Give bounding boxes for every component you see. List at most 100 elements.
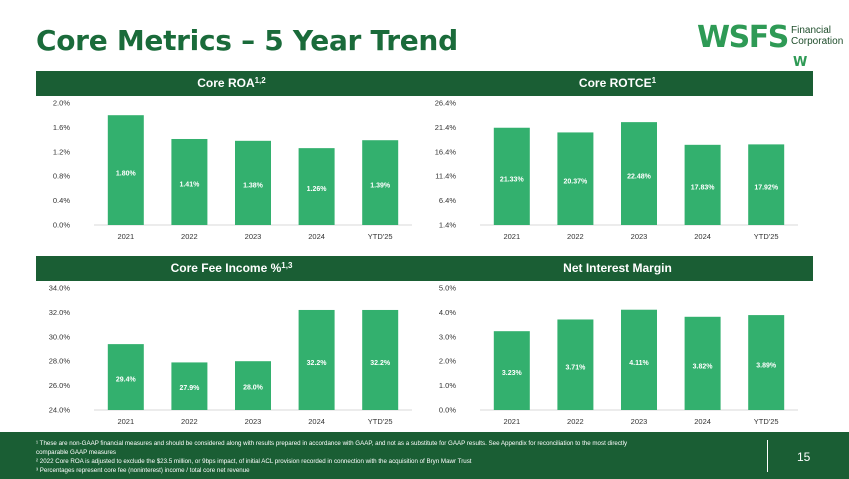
y-tick-label: 0.0% [53,221,70,230]
x-tick-label: 2024 [308,417,325,426]
bar [235,140,271,225]
y-tick-label: 21.4% [435,123,457,132]
chart-title-footnote: 1,2 [254,76,266,85]
bar [298,148,335,225]
data-label: 1.38% [243,183,264,190]
chart-title: Net Interest Margin [422,256,813,281]
logo-wordmark: WSFS [697,20,789,55]
y-tick-label: 32.0% [49,308,71,317]
logo-line-2: Corporation [791,36,844,47]
bar [493,127,530,225]
x-tick-label: 2023 [245,232,262,241]
data-label: 3.82% [693,363,714,370]
data-label: 1.80% [116,170,137,177]
logo-subtitle: Financial Corporation [791,25,843,47]
x-tick-label: 2024 [694,417,711,426]
data-label: 3.23% [502,370,523,377]
data-label: 32.2% [307,360,328,367]
bar [684,144,721,225]
y-tick-label: 1.4% [439,221,456,230]
data-label: 3.71% [565,365,586,372]
bar [362,140,399,225]
y-tick-label: 11.4% [435,172,456,181]
chart-panel-core-roa: Core ROA1,2 0.0% 0.4% 0.8% 1.2% 1.6% 2.0% 1.80… [36,71,427,241]
x-tick-label: 2021 [503,232,520,241]
footnote-1: ¹ These are non-GAAP financial measures … [36,440,628,447]
x-tick-label: 2023 [631,417,648,426]
data-label: 27.9% [179,385,200,392]
bar [298,309,335,410]
chart-title: Core ROA1,2 [36,71,427,96]
y-tick-label: 5.0% [439,284,456,293]
footer-band [0,432,849,479]
data-label: 17.83% [691,185,716,192]
x-tick-label: YTD'25 [754,417,779,426]
y-tick-label: 34.0% [49,284,71,293]
x-tick-label: 2021 [117,417,134,426]
y-tick-label: 3.0% [439,332,456,341]
chart-title-footnote: 1 [651,76,657,85]
bar [493,331,530,410]
y-tick-label: 1.0% [439,381,456,390]
data-label: 3.89% [756,362,777,369]
chart-core-fee-income: 24.0% 26.0% 28.0% 30.0% 32.0% 34.0% 29.4% 2021 2… [49,284,412,426]
bar [171,362,208,410]
footer-divider [767,440,768,472]
x-tick-label: YTD'25 [368,232,393,241]
footnotes: ¹ These are non-GAAP financial measures … [36,439,756,475]
y-tick-label: 2.0% [53,99,70,108]
page-number: 15 [797,450,811,464]
x-tick-label: 2021 [117,232,134,241]
y-tick-label: 0.8% [53,172,70,181]
y-tick-label: 1.6% [53,123,70,132]
chart-title: Core ROTCE1 [422,71,813,96]
y-tick-label: 26.0% [49,381,71,390]
y-tick-label: 16.4% [435,147,457,156]
y-tick-label: 6.4% [439,196,456,205]
data-label: 20.37% [564,179,589,186]
bar [748,144,785,225]
footnote-1-continued: comparable GAAP measures [36,449,117,456]
data-label: 32.2% [370,360,391,367]
chart-core-rotce: 1.4% 6.4% 11.4% 16.4% 21.4% 26.4% 21.33% 2021 20… [435,99,798,241]
chart-panel-core-rotce: Core ROTCE1 1.4% 6.4% 11.4% 16.4% 21.4% 26.4%… [422,71,813,241]
chart-title-footnote: 1,3 [281,261,293,270]
data-label: 22.48% [627,174,652,181]
logo-line-1: Financial [791,25,832,36]
y-tick-label: 0.4% [53,196,70,205]
x-tick-label: YTD'25 [368,417,393,426]
x-tick-label: 2021 [503,417,520,426]
data-label: 1.39% [370,182,391,189]
data-label: 1.26% [307,186,328,193]
y-tick-label: 2.0% [439,357,456,366]
bar [748,315,785,410]
bar [557,319,594,410]
chart-panel-net-interest-margin: Net Interest Margin 0.0% 1.0% 2.0% 3.0% 4.0%… [422,256,813,426]
y-tick-label: 30.0% [49,332,71,341]
chart-panel-core-fee-income: Core Fee Income %1,3 24.0% 26.0% 28.0% 30.0… [36,256,427,426]
bar [171,138,208,225]
x-tick-label: 2024 [694,232,711,241]
bar [107,344,144,410]
bar [684,316,721,410]
y-tick-label: 26.4% [435,99,457,108]
y-tick-label: 0.0% [439,406,456,415]
bar [621,122,657,225]
x-tick-label: 2023 [631,232,648,241]
bar [621,309,657,410]
x-tick-label: 2023 [245,417,262,426]
chart-title-text: Net Interest Margin [563,261,672,275]
chart-title: Core Fee Income %1,3 [36,256,427,281]
y-tick-label: 28.0% [49,357,71,366]
bar [362,309,399,410]
x-tick-label: 2022 [567,232,584,241]
y-tick-label: 24.0% [49,406,71,415]
footnote-3: ³ Percentages represent core fee (nonint… [36,467,250,474]
x-tick-label: 2024 [308,232,325,241]
y-tick-label: 1.2% [53,147,70,156]
x-tick-label: 2022 [181,232,198,241]
data-label: 21.33% [500,176,525,183]
chart-title-text: Core Fee Income % [170,261,282,275]
data-label: 17.92% [754,184,779,191]
data-label: 4.11% [629,360,649,367]
